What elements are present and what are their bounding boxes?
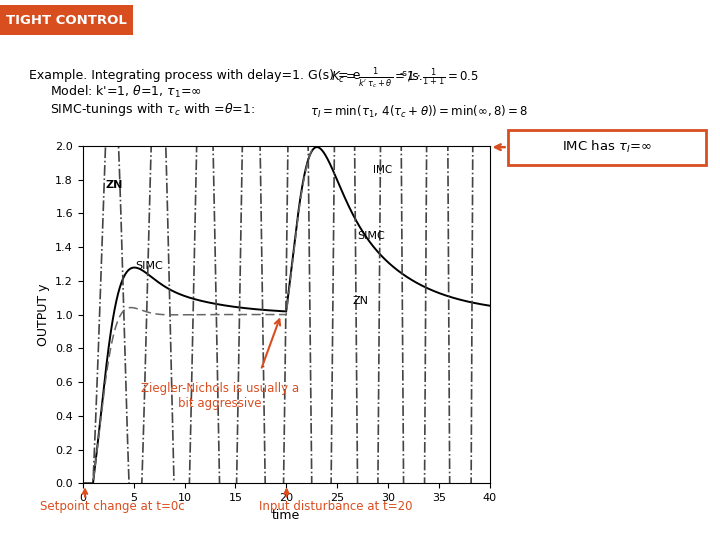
Y-axis label: OUTPUT y: OUTPUT y	[37, 284, 50, 346]
Text: ZN: ZN	[105, 180, 122, 190]
Text: $\tau_I = \min(\tau_1,\,4(\tau_c+\theta)) = \min(\infty,8) = 8$: $\tau_I = \min(\tau_1,\,4(\tau_c+\theta)…	[310, 104, 528, 120]
Text: Model: k'=1, $\theta$=1, $\tau_1$=$\infty$: Model: k'=1, $\theta$=1, $\tau_1$=$\inft…	[50, 84, 202, 100]
Text: Setpoint change at t=0c: Setpoint change at t=0c	[40, 500, 184, 514]
Text: -s: -s	[400, 69, 408, 78]
Text: IMC: IMC	[373, 165, 392, 175]
Text: Ziegler-Nichols is usually a
bit aggressive: Ziegler-Nichols is usually a bit aggress…	[141, 382, 299, 409]
Text: /s.: /s.	[408, 69, 423, 82]
Text: SIMC-tunings with $\tau_c$ with =$\theta$=1:: SIMC-tunings with $\tau_c$ with =$\theta…	[50, 101, 256, 118]
X-axis label: time: time	[272, 509, 300, 522]
Text: ZN: ZN	[352, 296, 369, 306]
Text: IMC has $\tau_I$=$\infty$: IMC has $\tau_I$=$\infty$	[562, 139, 652, 155]
Text: SIMC: SIMC	[135, 261, 163, 271]
Text: TIGHT CONTROL: TIGHT CONTROL	[6, 14, 127, 27]
Text: Example. Integrating process with delay=1. G(s) = e: Example. Integrating process with delay=…	[29, 69, 360, 82]
Text: Input disturbance at t=20: Input disturbance at t=20	[259, 500, 413, 514]
Text: SIMC: SIMC	[357, 231, 385, 241]
Text: $K_c = \frac{1}{k'\;\tau_c+\theta} = 1\cdot\frac{1}{1+1} = 0.5$: $K_c = \frac{1}{k'\;\tau_c+\theta} = 1\c…	[331, 66, 479, 91]
